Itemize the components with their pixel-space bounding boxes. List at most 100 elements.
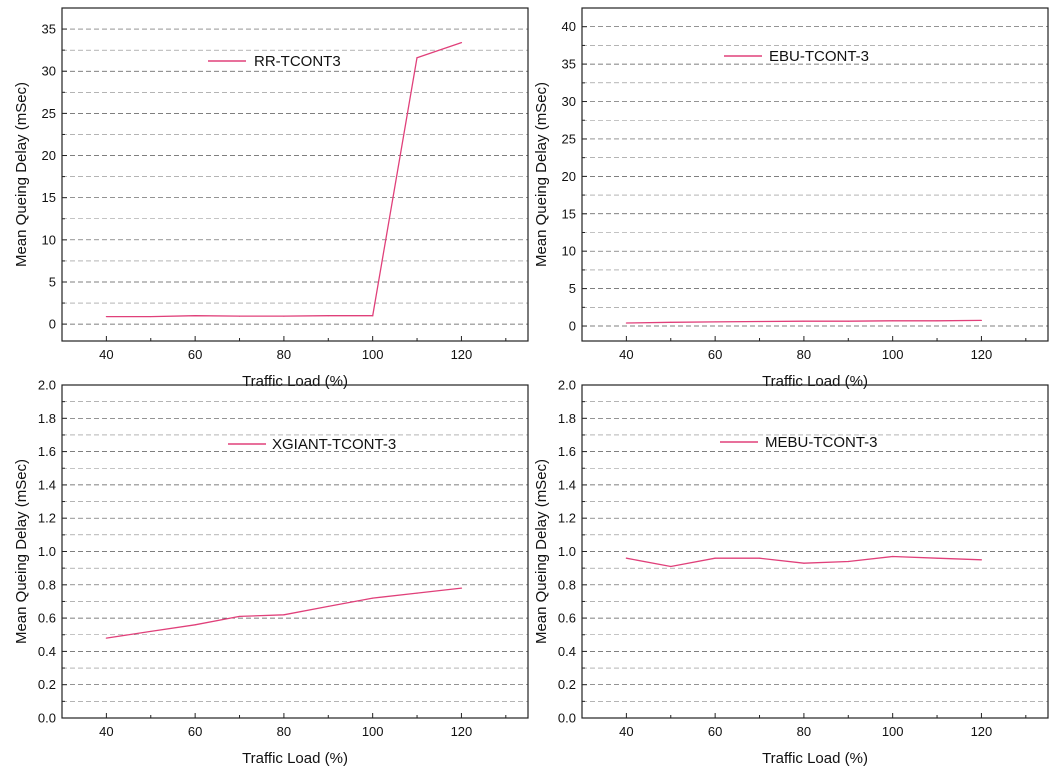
y-axis-title: Mean Queing Delay (mSec)	[13, 459, 30, 644]
data-point	[460, 41, 463, 44]
y-axis-title: Mean Queing Delay (mSec)	[533, 459, 550, 644]
data-point	[714, 321, 716, 323]
y-tick-label: 35	[562, 57, 576, 72]
data-point	[892, 555, 894, 558]
y-tick-label: 1.2	[558, 511, 576, 526]
y-tick-label: 15	[562, 206, 576, 221]
y-tick-label: 1.6	[38, 444, 56, 459]
legend-label: RR-TCONT3	[254, 53, 341, 70]
y-tick-label: 1.8	[38, 411, 56, 426]
plot-frame	[61, 7, 529, 342]
panel-xgiant-tcont-3: 0.0 0.2 0.4 0.6 0.8 1.0 1.2 1.4 1.6 1.8 2.0 40 60 80 1…	[13, 378, 529, 767]
data-point	[625, 322, 627, 324]
y-tick-label: 0.8	[38, 577, 56, 592]
data-point	[327, 315, 329, 317]
y-tick-label: 0.4	[558, 644, 576, 659]
data-point	[714, 557, 716, 559]
x-axis-title: Traffic Load (%)	[762, 373, 868, 390]
panel-ebu-tcont-3: 0 5 10 15 20 25 30 35 40 40 60 80 100 120 Traffic Load…	[533, 7, 1049, 390]
y-tick-label: 25	[42, 106, 56, 121]
x-tick-label: 40	[619, 724, 633, 739]
y-tick-label: 0.0	[558, 711, 576, 726]
y-tick-label: 1.4	[558, 477, 576, 492]
y-tick-label: 0.6	[38, 611, 56, 626]
data-point	[238, 615, 241, 618]
y-tick-label: 0.2	[38, 677, 56, 692]
y-tick-label: 0.6	[558, 611, 576, 626]
y-tick-label: 40	[562, 19, 576, 34]
legend-label: XGIANT-TCONT-3	[272, 436, 396, 453]
data-point	[460, 587, 463, 589]
y-tick-label: 1.0	[558, 544, 576, 559]
y-tick-label: 5	[569, 281, 576, 296]
data-point	[980, 319, 983, 322]
x-tick-label: 80	[797, 347, 811, 362]
y-axis-title: Mean Queing Delay (mSec)	[13, 82, 30, 267]
y-tick-label: 20	[42, 148, 56, 163]
y-tick-label: 0.2	[558, 677, 576, 692]
x-axis-title: Traffic Load (%)	[242, 750, 348, 767]
legend-label: EBU-TCONT-3	[769, 48, 869, 65]
y-tick-label: 1.0	[38, 544, 56, 559]
data-point	[327, 605, 329, 608]
data-point	[194, 624, 196, 626]
panel-mebu-tcont-3: 0.0 0.2 0.4 0.6 0.8 1.0 1.2 1.4 1.6 1.8 2.0 40 60 80 1…	[533, 378, 1049, 767]
data-point	[670, 565, 672, 568]
x-tick-label: 120	[451, 347, 473, 362]
y-tick-label: 10	[562, 244, 576, 259]
x-tick-label: 80	[277, 724, 291, 739]
panel-rr-tcont3: 0 5 10 15 20 25 30 35 40 60 80 100 120 Traffic Load (…	[13, 7, 529, 390]
legend-label: MEBU-TCONT-3	[765, 434, 878, 451]
data-point	[283, 315, 285, 317]
y-tick-label: 0.8	[558, 577, 576, 592]
data-point	[936, 557, 938, 559]
y-tick-label: 30	[562, 94, 576, 109]
x-tick-label: 100	[362, 724, 384, 739]
x-tick-label: 60	[708, 347, 722, 362]
data-point	[416, 592, 418, 594]
y-tick-label: 1.8	[558, 411, 576, 426]
data-point	[758, 320, 761, 323]
data-point	[758, 557, 761, 559]
x-axis-title: Traffic Load (%)	[762, 750, 868, 767]
data-point	[936, 320, 938, 322]
data-point	[980, 559, 983, 561]
x-tick-label: 120	[971, 724, 993, 739]
x-tick-label: 120	[971, 347, 993, 362]
x-tick-label: 100	[882, 724, 904, 739]
x-tick-label: 80	[277, 347, 291, 362]
y-tick-label: 1.4	[38, 477, 56, 492]
x-tick-label: 40	[619, 347, 633, 362]
data-point	[803, 320, 805, 322]
data-point	[283, 614, 285, 616]
plot-frame	[581, 7, 1049, 342]
data-point	[670, 321, 672, 323]
data-point	[892, 320, 894, 322]
y-tick-label: 30	[42, 64, 56, 79]
y-tick-label: 0.0	[38, 711, 56, 726]
data-point	[150, 630, 152, 633]
x-tick-label: 60	[188, 724, 202, 739]
x-tick-label: 40	[99, 724, 113, 739]
y-tick-label: 10	[42, 232, 56, 247]
data-point	[150, 315, 152, 318]
y-tick-label: 25	[562, 131, 576, 146]
x-tick-label: 100	[882, 347, 904, 362]
x-tick-label: 80	[797, 724, 811, 739]
y-tick-label: 15	[42, 190, 56, 205]
data-point	[238, 315, 241, 317]
data-point	[372, 597, 374, 599]
x-tick-label: 60	[188, 347, 202, 362]
y-tick-label: 2.0	[38, 378, 56, 393]
data-point	[105, 637, 107, 639]
data-point	[847, 560, 849, 563]
x-tick-label: 120	[451, 724, 473, 739]
y-tick-label: 0.4	[38, 644, 56, 659]
data-point	[194, 315, 196, 317]
x-tick-label: 60	[708, 724, 722, 739]
y-tick-label: 1.2	[38, 511, 56, 526]
x-tick-label: 40	[99, 347, 113, 362]
x-tick-label: 100	[362, 347, 384, 362]
